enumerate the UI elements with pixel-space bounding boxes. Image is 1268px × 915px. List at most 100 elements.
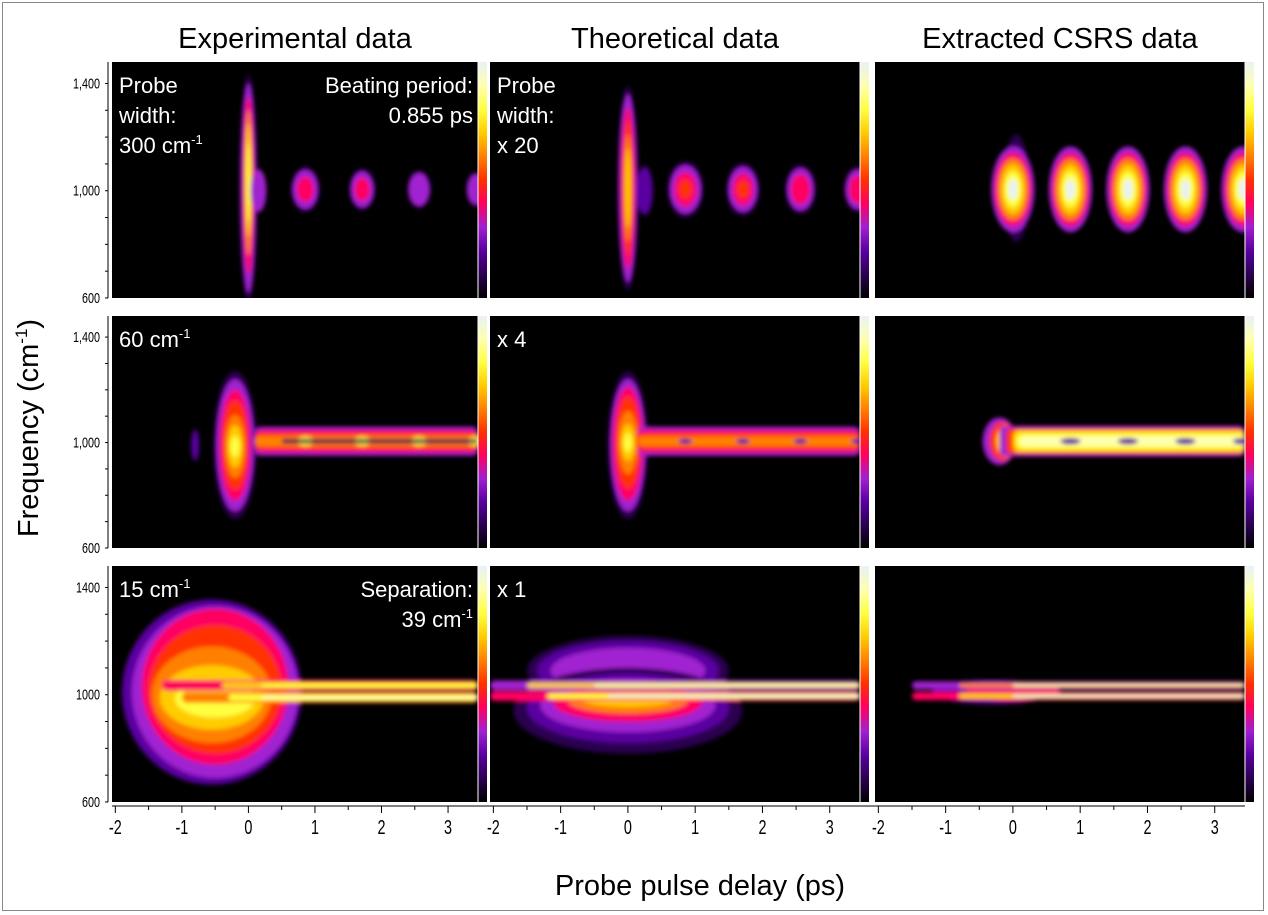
intensity-band: [261, 695, 478, 700]
x-tick-label: -2: [109, 816, 122, 839]
intensity-contour: [191, 429, 200, 461]
intensity-contour: [250, 169, 267, 213]
x-tick-label: 2: [378, 816, 386, 839]
y-axis-title-superscript: -1: [12, 329, 31, 344]
y-tick-label: 1,400: [73, 75, 100, 92]
y-tick-label: 1000: [76, 686, 100, 703]
intensity-contour: [678, 438, 693, 444]
intensity-contour: [408, 172, 430, 206]
intensity-contour: [1065, 178, 1076, 201]
x-tick-label: 1: [691, 816, 699, 839]
y-tick-label: 1,400: [73, 328, 100, 345]
intensity-contour: [1008, 178, 1018, 201]
intensity-contour: [1117, 438, 1139, 445]
intensity-contour: [623, 433, 632, 452]
y-axis-title-close: ): [13, 319, 45, 329]
panel-annotation: 300 cm-1: [119, 132, 203, 158]
x-tick-label: -1: [554, 816, 567, 839]
panel-annotation: 0.855 ps: [389, 103, 473, 128]
colorbar: [478, 566, 487, 802]
superscript: -1: [179, 326, 191, 341]
heatmap-panel: [112, 316, 487, 548]
panel-annotation: Probe: [497, 73, 556, 98]
panel-annotation: 15 cm-1: [119, 576, 190, 602]
heatmap-panel: [875, 566, 1254, 802]
superscript: -1: [461, 606, 473, 621]
intensity-contour: [625, 147, 631, 229]
heatmap-panel: [112, 566, 487, 802]
intensity-band: [261, 683, 478, 688]
panel-annotation: x 20: [497, 133, 539, 158]
panel-annotation: width:: [118, 103, 176, 128]
y-tick-label: 1,000: [73, 182, 100, 199]
intensity-contour: [736, 438, 750, 444]
panel-annotation: Beating period:: [325, 73, 473, 98]
column-title: Extracted CSRS data: [922, 23, 1198, 55]
x-tick-label: -1: [175, 816, 188, 839]
colorbar: [478, 316, 487, 548]
y-tick-label: 600: [82, 539, 100, 556]
panel-annotation: Probe: [119, 73, 178, 98]
x-tick-label: 3: [826, 816, 834, 839]
x-tick-label: -1: [939, 816, 952, 839]
colorbar: [478, 62, 487, 298]
intensity-contour: [851, 438, 860, 444]
intensity-contour: [230, 435, 240, 458]
heatmap-panel: [490, 316, 869, 548]
colorbar: [1245, 316, 1254, 548]
intensity-contour: [1123, 178, 1133, 201]
intensity-band: [607, 694, 860, 698]
intensity-contour: [849, 175, 860, 204]
column-title: Experimental data: [178, 23, 413, 55]
column-title: Theoretical data: [571, 23, 780, 55]
x-tick-label: 1: [1076, 816, 1084, 839]
intensity-contour: [793, 438, 808, 444]
x-tick-label: 2: [758, 816, 766, 839]
x-tick-label: 3: [1211, 816, 1219, 839]
intensity-band: [1012, 684, 1245, 687]
intensity-contour: [636, 166, 653, 215]
intensity-contour: [737, 180, 749, 199]
colorbar: [860, 62, 869, 298]
y-tick-label: 600: [82, 793, 100, 810]
panel-annotation: Separation:: [360, 577, 473, 602]
intensity-contour: [467, 174, 478, 205]
intensity-contour: [1232, 438, 1245, 445]
superscript: -1: [179, 576, 191, 591]
y-axis-title: Frequency (cm-1): [12, 319, 45, 537]
heatmap-panel: [875, 316, 1254, 548]
x-tick-label: 1: [311, 816, 319, 839]
heatmap-panel: [490, 566, 869, 802]
x-tick-label: 2: [1143, 816, 1151, 839]
x-tick-label: -2: [872, 816, 885, 839]
x-tick-label: 0: [624, 816, 632, 839]
intensity-contour: [1238, 178, 1245, 201]
x-tick-label: 0: [1009, 816, 1017, 839]
intensity-contour: [246, 142, 251, 223]
x-axis-title: Probe pulse delay (ps): [555, 870, 845, 902]
intensity-contour: [1175, 438, 1196, 445]
intensity-band: [281, 439, 478, 444]
heatmap-panel: [875, 62, 1254, 298]
intensity-band: [594, 683, 860, 687]
superscript: -1: [191, 132, 203, 147]
colorbar: [860, 566, 869, 802]
heatmap-panel: [490, 62, 869, 298]
intensity-contour: [791, 174, 810, 205]
y-tick-label: 600: [82, 289, 100, 306]
intensity-contour: [1180, 178, 1191, 201]
y-tick-label: 1400: [76, 579, 100, 596]
colorbar: [860, 316, 869, 548]
heatmap-panel: [112, 62, 487, 298]
intensity-contour: [1060, 438, 1081, 445]
colorbar: [1245, 62, 1254, 298]
colorbar: [1245, 566, 1254, 802]
panel-annotation: 39 cm-1: [402, 606, 473, 632]
x-tick-label: 0: [244, 816, 252, 839]
x-tick-label: 3: [444, 816, 452, 839]
y-tick-label: 1,000: [73, 434, 100, 451]
panel-annotation: x 4: [497, 327, 526, 352]
panel-annotation: width:: [496, 103, 554, 128]
intensity-contour: [354, 177, 370, 201]
